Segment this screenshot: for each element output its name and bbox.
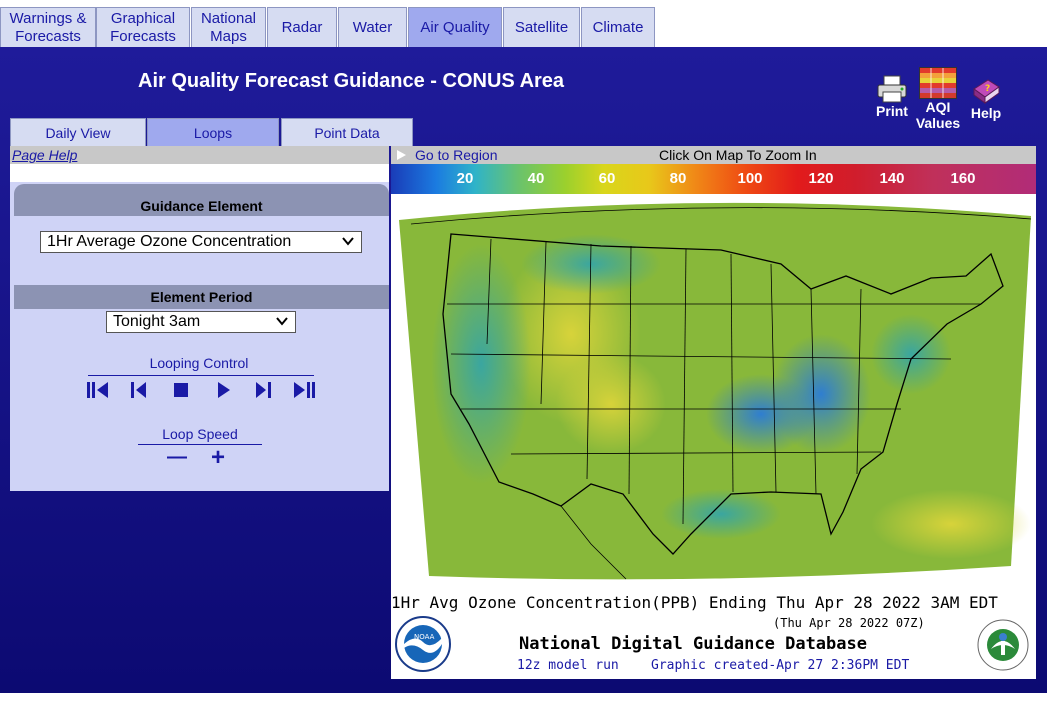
help-book-icon: ? — [973, 79, 1000, 104]
subtab-label: Daily View — [45, 124, 111, 141]
tab-label: Radar — [281, 18, 323, 36]
tab-graphical-forecasts[interactable]: Graphical Forecasts — [96, 7, 190, 47]
colorbar-tick: 40 — [527, 170, 545, 187]
top-nav-tabs: Warnings & Forecasts Graphical Forecasts… — [0, 0, 1047, 48]
conus-ozone-map-image[interactable] — [391, 194, 1036, 584]
svg-text:?: ? — [985, 84, 990, 94]
tab-label: Climate — [592, 18, 644, 36]
printer-icon — [877, 75, 907, 103]
epa-logo — [977, 619, 1029, 671]
aqi-label: AQI — [925, 99, 951, 115]
tab-radar[interactable]: Radar — [267, 7, 337, 47]
chevron-down-icon — [342, 237, 354, 246]
colorbar-tick: 80 — [669, 170, 687, 187]
tab-label: Air Quality — [420, 18, 490, 36]
noaa-logo-text: NOAA — [414, 633, 435, 641]
aqi-values-button[interactable]: AQI Values — [914, 67, 962, 131]
guidance-element-value: 1Hr Average Ozone Concentration — [47, 233, 292, 250]
subtab-point-data[interactable]: Point Data — [281, 118, 413, 146]
tab-label: Warnings & Forecasts — [9, 9, 87, 45]
model-run: 12z model run — [517, 658, 619, 673]
element-period-heading: Element Period — [14, 285, 389, 309]
chevron-down-icon — [276, 317, 288, 326]
map-header: Go to Region Click On Map To Zoom In — [391, 146, 1036, 164]
tab-warnings-forecasts[interactable]: Warnings & Forecasts — [0, 7, 96, 47]
subtab-daily-view[interactable]: Daily View — [10, 118, 146, 146]
arrow-right-icon — [397, 150, 406, 160]
subtab-label: Loops — [193, 124, 233, 141]
tab-label: National Maps — [200, 9, 257, 45]
noaa-logo: NOAA — [395, 616, 451, 672]
colorbar-tick: 160 — [950, 170, 976, 187]
play-icon[interactable] — [213, 379, 235, 401]
last-frame-icon[interactable] — [291, 379, 317, 401]
go-to-region-link[interactable]: Go to Region — [415, 147, 498, 163]
print-label: Print — [876, 103, 908, 119]
tab-label: Water — [352, 18, 393, 36]
panel-spacer — [10, 164, 389, 182]
control-panel: Page Help Guidance Element 1Hr Average O… — [10, 146, 389, 491]
guidance-element-select[interactable]: 1Hr Average Ozone Concentration — [40, 231, 362, 253]
colorbar-tick: 60 — [598, 170, 616, 187]
page-help-link[interactable]: Page Help — [12, 147, 78, 163]
step-back-icon[interactable] — [128, 379, 150, 401]
subtab-label: Point Data — [314, 124, 380, 141]
tab-air-quality[interactable]: Air Quality — [408, 7, 502, 47]
ozone-map[interactable]: 20 40 60 80 100 120 140 160 — [391, 164, 1036, 679]
print-button[interactable]: Print — [872, 75, 912, 119]
colorbar-tick: 120 — [808, 170, 834, 187]
aqi-values-icon — [919, 67, 957, 99]
colorbar-tick: 100 — [737, 170, 763, 187]
help-label: Help — [970, 105, 1002, 121]
colorbar-tick: 20 — [456, 170, 474, 187]
map-caption-title: 1Hr Avg Ozone Concentration(PPB) Ending … — [391, 593, 998, 612]
element-period-select[interactable]: Tonight 3am — [106, 311, 296, 333]
divider — [138, 444, 262, 445]
tab-label: Graphical Forecasts — [110, 9, 176, 45]
guidance-element-heading: Guidance Element — [14, 184, 389, 216]
tab-label: Satellite — [514, 18, 569, 36]
map-caption-utc: (Thu Apr 28 2022 07Z) — [773, 616, 925, 630]
help-button[interactable]: ? Help — [966, 77, 1006, 121]
tab-climate[interactable]: Climate — [581, 7, 655, 47]
database-name: National Digital Guidance Database — [519, 634, 867, 654]
colorbar-tick: 140 — [879, 170, 905, 187]
first-frame-icon[interactable] — [85, 379, 111, 401]
divider — [88, 375, 314, 376]
zoom-hint: Click On Map To Zoom In — [659, 147, 817, 163]
step-forward-icon[interactable] — [252, 379, 274, 401]
looping-control-label: Looping Control — [149, 355, 249, 371]
color-scale-bar: 20 40 60 80 100 120 140 160 — [391, 164, 1036, 194]
graphic-created: Graphic created-Apr 27 2:36PM EDT — [651, 658, 910, 673]
aqi-values-label: Values — [915, 115, 961, 131]
loop-speed-label: Loop Speed — [162, 426, 238, 442]
page-title: Air Quality Forecast Guidance - CONUS Ar… — [138, 70, 565, 92]
us-outline — [442, 233, 1004, 555]
state-borders — [447, 238, 981, 525]
help-strip: Page Help — [10, 146, 389, 164]
tab-national-maps[interactable]: National Maps — [191, 7, 266, 47]
stop-icon[interactable] — [170, 379, 192, 401]
subtab-loops[interactable]: Loops — [147, 118, 279, 146]
tab-water[interactable]: Water — [338, 7, 407, 47]
speed-increase-button[interactable]: + — [211, 444, 226, 471]
element-period-value: Tonight 3am — [113, 313, 201, 330]
tab-satellite[interactable]: Satellite — [503, 7, 580, 47]
speed-decrease-button[interactable]: — — [167, 446, 187, 468]
